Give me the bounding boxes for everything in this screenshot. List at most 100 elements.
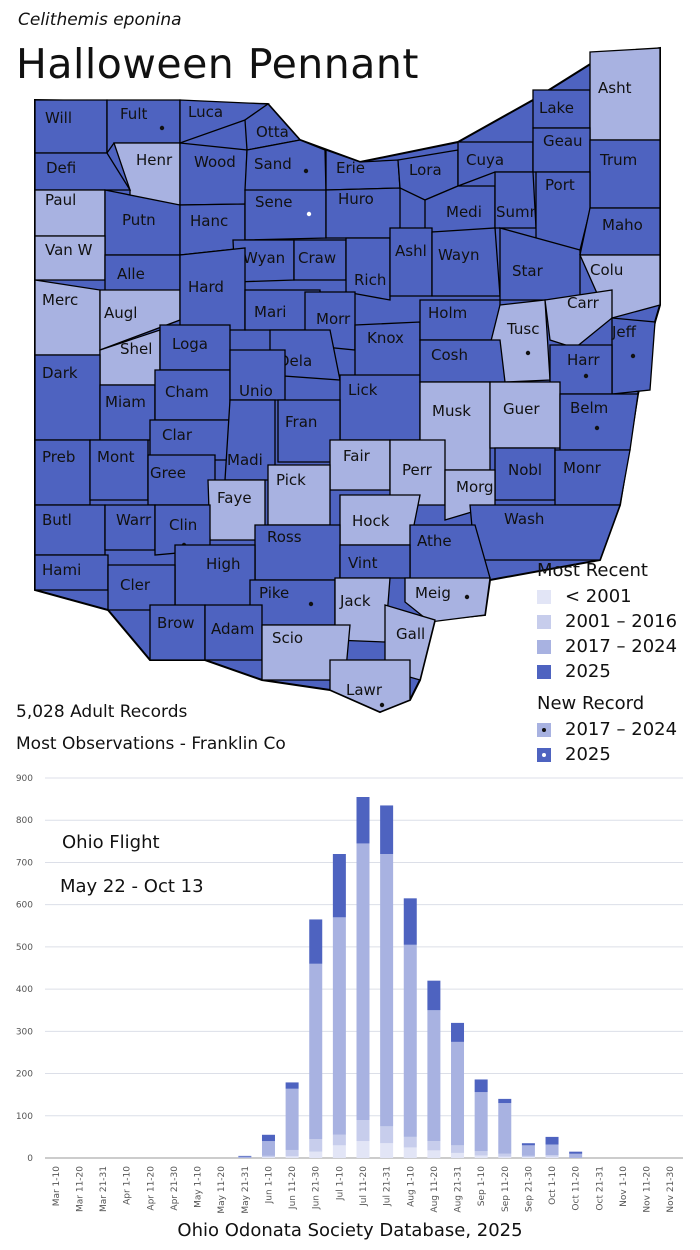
county-hanc: Hanc (179, 203, 246, 256)
x-tick-label: Oct 1-10 (548, 1166, 558, 1205)
county-label: Athe (417, 532, 452, 550)
county-label: Cham (165, 383, 209, 401)
bar-segment (285, 1149, 299, 1157)
county-holm: Holm (419, 299, 501, 341)
legend-swatch (537, 639, 551, 654)
county-label: Preb (42, 448, 75, 466)
county-label: Clin (169, 516, 197, 534)
county-huro: Huro (325, 187, 401, 239)
x-tick-label: Jul 1-10 (335, 1166, 345, 1201)
county-warr: Warr (104, 504, 156, 551)
bar-segment (545, 1155, 559, 1157)
county-cosh: Cosh (419, 339, 506, 383)
bar-segment (521, 1145, 535, 1156)
county-label: Brow (157, 614, 195, 632)
county-butl: Butl (34, 504, 106, 556)
county-dela: Dela (269, 329, 341, 381)
county-label: Dela (278, 352, 312, 370)
bar-segment (498, 1156, 512, 1158)
county-label: High (206, 555, 240, 573)
x-tick-label: Aug 21-31 (454, 1166, 464, 1213)
legend-item-pre2001: < 2001 (537, 586, 632, 607)
county-label: Alle (117, 265, 145, 283)
county-will: Will (34, 99, 108, 154)
county-label: Gree (150, 464, 186, 482)
county-label: Vint (348, 554, 378, 572)
county-label: Nobl (508, 461, 542, 479)
x-tick-label: Mar 11-20 (75, 1166, 85, 1212)
bar-segment (380, 1143, 394, 1158)
county-label: Otta (256, 123, 289, 141)
legend-swatch (537, 589, 551, 604)
x-tick-label: Jun 11-20 (288, 1166, 298, 1210)
county-label: Luca (188, 103, 223, 121)
county-label: Hard (188, 278, 224, 296)
new-record-marker (594, 425, 600, 431)
bar-segment (451, 1152, 465, 1158)
x-tick-label: Aug 11-20 (430, 1166, 440, 1213)
county-label: Musk (432, 402, 471, 420)
x-tick-label: Sep 1-10 (477, 1166, 487, 1207)
county-star: Star (499, 227, 581, 301)
flight-title: Ohio Flight (62, 832, 160, 853)
county-label: Fair (343, 447, 371, 465)
x-tick-label: Mar 21-31 (99, 1166, 109, 1212)
county-hami: Hami (34, 554, 109, 591)
new-record-marker (630, 353, 636, 359)
county-label: Jack (339, 592, 371, 610)
legend-swatch (537, 614, 551, 629)
county-label: Hanc (190, 212, 228, 230)
bar-segment (285, 1088, 299, 1150)
legend-label: 2025 (565, 661, 611, 682)
county-label: Medi (446, 203, 482, 221)
y-tick-label: 200 (16, 1070, 33, 1080)
county-carr: Carr (544, 289, 613, 349)
y-tick-label: 500 (16, 943, 33, 953)
county-label: Scio (272, 629, 303, 647)
county-putn: Putn (104, 189, 181, 256)
legend-swatch (537, 747, 551, 762)
y-tick-label: 300 (16, 1027, 33, 1037)
county-hard: Hard (179, 247, 246, 331)
most-observations: Most Observations - Franklin Co (16, 734, 286, 754)
x-tick-label: Nov 21-30 (666, 1166, 676, 1213)
legend-label: 2017 – 2024 (565, 636, 678, 657)
bar-segment (261, 1155, 275, 1158)
x-tick-label: Sep 11-20 (501, 1166, 511, 1212)
county-label: Lick (348, 381, 378, 399)
new-record-marker (303, 168, 309, 174)
ohio-county-map: Will Fult Luca Otta Henr Wood Sand Erie Lora Cuya… (34, 46, 661, 714)
county-label: Cosh (431, 346, 468, 364)
bar-segment (356, 1120, 370, 1142)
species-name: Celithemis eponina (18, 10, 182, 30)
bar-segment (427, 1150, 441, 1158)
county-asht: Asht (589, 47, 661, 141)
flight-range: May 22 - Oct 13 (60, 876, 204, 897)
bar-segment (451, 1145, 465, 1153)
county-van-w: Van W (34, 235, 106, 281)
county-label: Gall (396, 625, 425, 643)
county-label: Wood (194, 153, 236, 171)
county-label: Port (545, 176, 575, 194)
county-label: Ashl (395, 242, 427, 260)
bar-segment (545, 1156, 559, 1158)
county-label: Lawr (346, 681, 383, 699)
new-record-marker (525, 350, 531, 356)
county-label: Cuya (466, 151, 504, 169)
county-hock: Hock (339, 494, 421, 546)
county-unio: Unio (229, 349, 286, 401)
bar-segment (261, 1141, 275, 1156)
county-gree: Gree (147, 454, 216, 506)
county-label: Geau (543, 132, 583, 150)
county-label: Augl (104, 304, 137, 322)
county-label: Jeff (611, 323, 637, 341)
county-label: Belm (570, 399, 608, 417)
county-fair: Fair (329, 439, 391, 491)
bar-segment (238, 1155, 252, 1157)
x-tick-label: Mar 1-10 (52, 1166, 62, 1207)
map-legend: Most Recent < 2001 2001 – 2016 2017 – 20… (537, 560, 697, 770)
county-label: Faye (217, 489, 252, 507)
county-preb: Preb (34, 439, 91, 506)
bar-segment (474, 1092, 488, 1152)
county-label: Madi (227, 451, 263, 469)
